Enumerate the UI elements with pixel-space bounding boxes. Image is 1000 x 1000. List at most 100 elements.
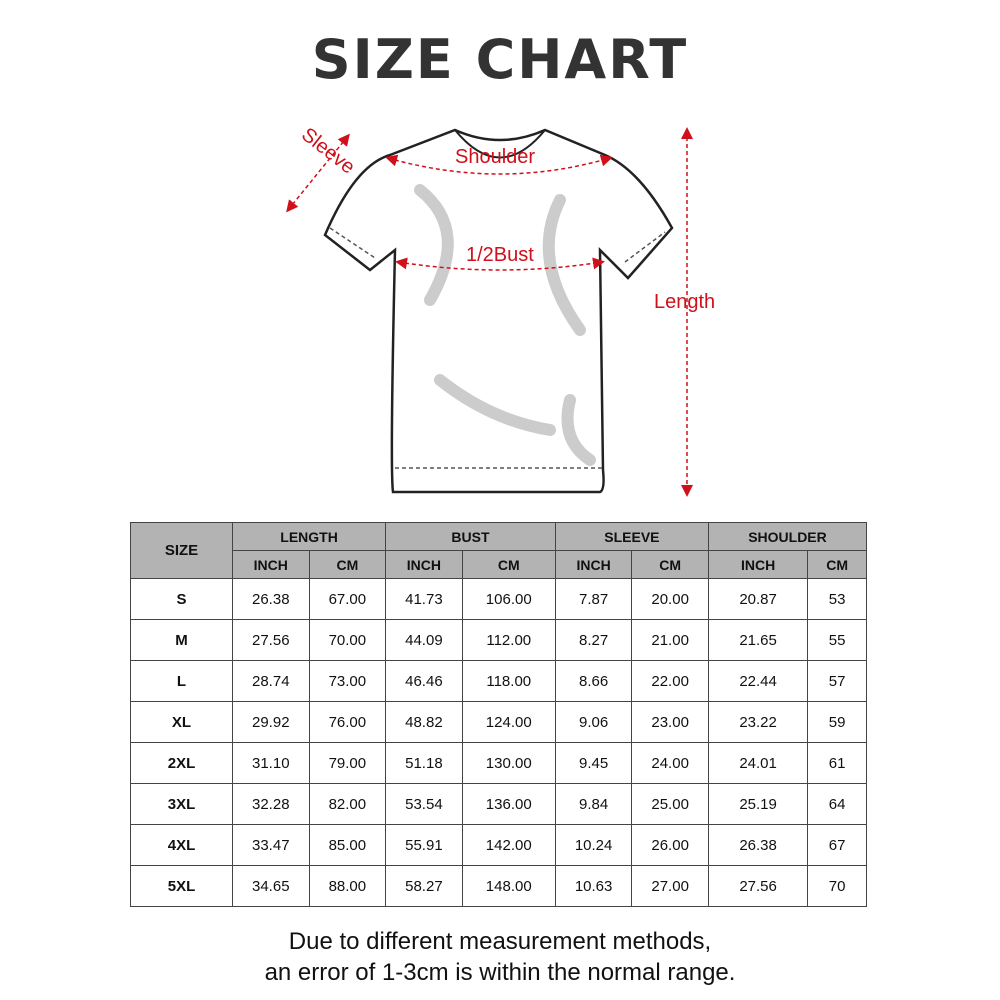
value-cell: 70: [807, 865, 867, 907]
value-cell: 20.87: [707, 578, 809, 620]
size-header: SIZE: [130, 522, 233, 579]
value-cell: 55: [807, 619, 867, 661]
size-cell: 3XL: [130, 783, 233, 825]
value-cell: 58.27: [385, 865, 463, 907]
value-cell: 53: [807, 578, 867, 620]
value-cell: 23.00: [631, 701, 709, 743]
size-cell: XL: [130, 701, 233, 743]
size-cell: 5XL: [130, 865, 233, 907]
value-cell: 9.84: [554, 783, 633, 825]
value-cell: 67: [807, 824, 867, 866]
table-row: XL 29.92 76.00 48.82 124.00 9.06 23.00 23.22 59: [130, 701, 867, 743]
value-cell: 27.56: [707, 865, 809, 907]
table-row: S 26.38 67.00 41.73 106.00 7.87 20.00 20.87 53: [130, 578, 867, 620]
size-cell: S: [130, 578, 233, 620]
group-header: LENGTH: [231, 522, 387, 551]
value-cell: 26.38: [232, 578, 310, 620]
note-line-1: Due to different measurement methods,: [288, 928, 712, 955]
table-row: 3XL 32.28 82.00 53.54 136.00 9.84 25.00 25.19 64: [130, 783, 867, 825]
value-cell: 51.18: [385, 742, 463, 784]
unit-header: CM: [461, 550, 556, 579]
table-row: M 27.56 70.00 44.09 112.00 8.27 21.00 21.65 55: [130, 619, 867, 661]
size-cell: 2XL: [130, 742, 233, 784]
group-header: SHOULDER: [707, 522, 868, 551]
sleeve-arrow: [286, 133, 350, 213]
value-cell: 8.27: [554, 619, 633, 661]
value-cell: 88.00: [308, 865, 387, 907]
value-cell: 34.65: [232, 865, 310, 907]
value-cell: 73.00: [308, 660, 387, 702]
table-row: 4XL 33.47 85.00 55.91 142.00 10.24 26.00 26.38 6…: [130, 824, 867, 866]
value-cell: 7.87: [554, 578, 633, 620]
value-cell: 148.00: [461, 865, 556, 907]
value-cell: 25.00: [631, 783, 709, 825]
value-cell: 9.06: [554, 701, 633, 743]
value-cell: 70.00: [308, 619, 387, 661]
header-row-groups: SIZE LENGTH BUST SLEEVE SHOULDER: [130, 522, 868, 579]
value-cell: 82.00: [308, 783, 387, 825]
table-row: 2XL 31.10 79.00 51.18 130.00 9.45 24.00 24.01 61: [130, 742, 867, 784]
size-table: SIZE LENGTH BUST SLEEVE SHOULDER INCH CM I…: [130, 522, 868, 907]
sleeve-label: Sleeve: [297, 124, 359, 179]
unit-header: CM: [631, 550, 709, 579]
value-cell: 23.22: [707, 701, 809, 743]
table-row: L 28.74 73.00 46.46 118.00 8.66 22.00 22.44 57: [130, 660, 867, 702]
unit-header: CM: [807, 550, 867, 579]
value-cell: 31.10: [232, 742, 310, 784]
unit-header: CM: [308, 550, 387, 579]
value-cell: 85.00: [308, 824, 387, 866]
shoulder-arrow: [385, 154, 613, 175]
value-cell: 28.74: [232, 660, 310, 702]
value-cell: 59: [807, 701, 867, 743]
value-cell: 22.00: [631, 660, 709, 702]
value-cell: 33.47: [232, 824, 310, 866]
value-cell: 130.00: [461, 742, 556, 784]
value-cell: 136.00: [461, 783, 556, 825]
value-cell: 53.54: [385, 783, 463, 825]
shoulder-label: Shoulder: [455, 146, 535, 168]
value-cell: 24.01: [707, 742, 809, 784]
value-cell: 25.19: [707, 783, 809, 825]
value-cell: 55.91: [385, 824, 463, 866]
tshirt-diagram: Sleeve Shoulder 1/2Bust Length: [286, 124, 715, 497]
value-cell: 112.00: [461, 619, 556, 661]
length-label: Length: [654, 291, 715, 313]
header-row-units: INCH CM INCH CM INCH CM INCH CM: [131, 550, 867, 579]
value-cell: 61: [807, 742, 867, 784]
value-cell: 24.00: [631, 742, 709, 784]
value-cell: 32.28: [232, 783, 310, 825]
value-cell: 142.00: [461, 824, 556, 866]
table-row: 5XL 34.65 88.00 58.27 148.00 10.63 27.00 27.56 7…: [130, 865, 867, 907]
value-cell: 44.09: [385, 619, 463, 661]
value-cell: 124.00: [461, 701, 556, 743]
value-cell: 26.38: [707, 824, 809, 866]
value-cell: 20.00: [631, 578, 709, 620]
value-cell: 26.00: [631, 824, 709, 866]
value-cell: 27.00: [631, 865, 709, 907]
value-cell: 76.00: [308, 701, 387, 743]
value-cell: 67.00: [308, 578, 387, 620]
value-cell: 106.00: [461, 578, 556, 620]
value-cell: 48.82: [385, 701, 463, 743]
value-cell: 64: [807, 783, 867, 825]
value-cell: 29.92: [232, 701, 310, 743]
value-cell: 21.00: [631, 619, 709, 661]
value-cell: 8.66: [554, 660, 633, 702]
bust-label: 1/2Bust: [466, 244, 534, 266]
measurement-note: Due to different measurement methods, an…: [0, 926, 1000, 988]
value-cell: 10.63: [554, 865, 633, 907]
size-cell: M: [130, 619, 233, 661]
value-cell: 27.56: [232, 619, 310, 661]
value-cell: 79.00: [308, 742, 387, 784]
unit-header: INCH: [385, 550, 463, 579]
value-cell: 46.46: [385, 660, 463, 702]
value-cell: 9.45: [554, 742, 633, 784]
value-cell: 10.24: [554, 824, 633, 866]
unit-header: INCH: [554, 550, 633, 579]
value-cell: 22.44: [707, 660, 809, 702]
value-cell: 41.73: [385, 578, 463, 620]
size-cell: L: [130, 660, 233, 702]
value-cell: 21.65: [707, 619, 809, 661]
unit-header: INCH: [707, 550, 809, 579]
page-title: SIZE CHART: [311, 28, 689, 91]
